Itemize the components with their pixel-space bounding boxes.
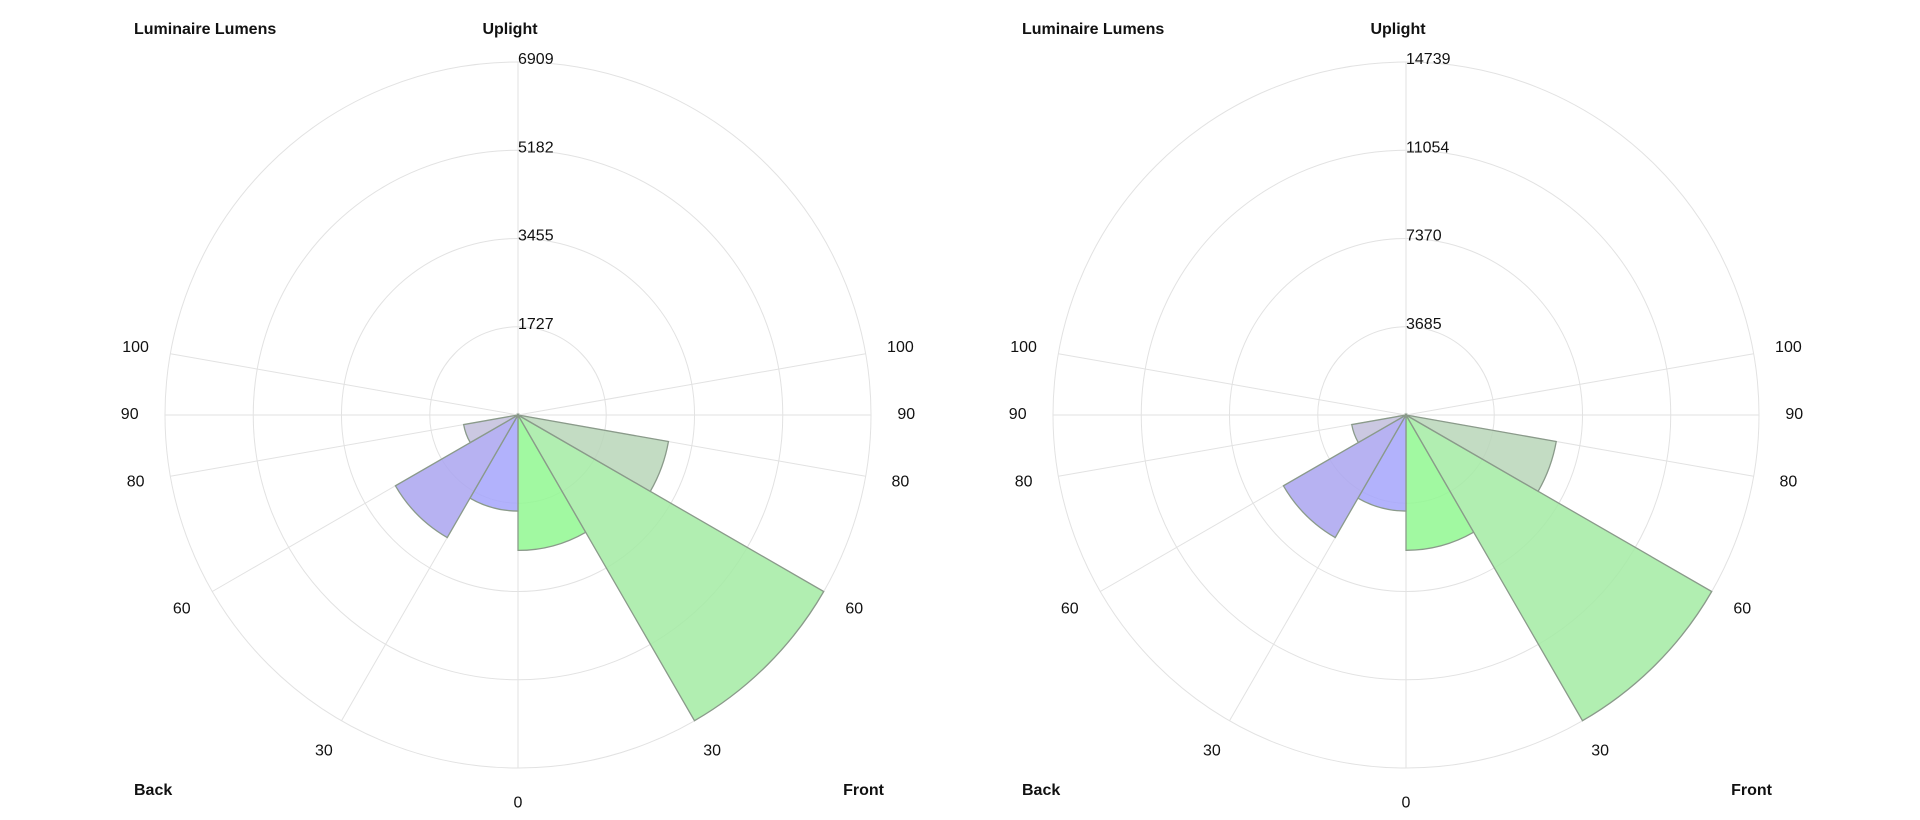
angle-label: 90 bbox=[1785, 406, 1803, 423]
grid-spoke bbox=[1058, 353, 1407, 416]
chart-title: Luminaire Lumens bbox=[134, 21, 276, 38]
grid-spoke bbox=[517, 353, 866, 416]
r-tick-label: 6909 bbox=[518, 51, 554, 68]
angle-label: 0 bbox=[514, 795, 523, 812]
right-label: Front bbox=[843, 782, 885, 799]
angle-label: 100 bbox=[887, 339, 914, 356]
top-label: Uplight bbox=[1370, 21, 1426, 38]
wedge bbox=[517, 414, 670, 493]
angle-label: 80 bbox=[1780, 474, 1798, 491]
angle-label: 30 bbox=[1591, 742, 1609, 759]
grid-spoke bbox=[170, 414, 519, 477]
r-tick-label: 5182 bbox=[518, 139, 554, 156]
angle-label: 100 bbox=[1010, 339, 1037, 356]
angle-label: 80 bbox=[892, 474, 910, 491]
grid-spoke bbox=[1058, 414, 1407, 477]
wedge bbox=[1282, 413, 1408, 539]
r-tick-label: 3455 bbox=[518, 228, 554, 245]
chart-title: Luminaire Lumens bbox=[1022, 21, 1164, 38]
angle-label: 100 bbox=[1775, 339, 1802, 356]
wedge bbox=[1404, 413, 1713, 722]
angle-label: 60 bbox=[845, 600, 863, 617]
top-label: Uplight bbox=[482, 21, 538, 38]
angle-label: 30 bbox=[315, 742, 333, 759]
angle-label: 90 bbox=[1009, 406, 1027, 423]
grid-spoke bbox=[1405, 353, 1754, 416]
wedge bbox=[394, 413, 520, 539]
angle-label: 90 bbox=[121, 406, 139, 423]
r-tick-label: 1727 bbox=[518, 316, 554, 333]
r-tick-label: 3685 bbox=[1406, 316, 1442, 333]
wedge bbox=[1405, 414, 1557, 493]
angle-label: 60 bbox=[173, 600, 191, 617]
r-tick-label: 7370 bbox=[1406, 228, 1442, 245]
angle-label: 60 bbox=[1061, 600, 1079, 617]
polar-chart: 0 30 30 60 60 80 80 90 90 100 100 3685 7370 11054 1473… bbox=[1009, 21, 1803, 811]
angle-label: 0 bbox=[1402, 795, 1411, 812]
grid-spoke bbox=[170, 353, 519, 416]
angle-label: 80 bbox=[1015, 474, 1033, 491]
left-label: Back bbox=[134, 782, 172, 799]
angle-label: 60 bbox=[1733, 600, 1751, 617]
wedge bbox=[462, 414, 519, 444]
right-label: Front bbox=[1731, 782, 1773, 799]
angle-label: 30 bbox=[703, 742, 721, 759]
angle-label: 90 bbox=[897, 406, 915, 423]
wedge bbox=[516, 413, 825, 722]
r-tick-label: 11054 bbox=[1406, 139, 1449, 156]
angle-label: 80 bbox=[127, 474, 145, 491]
polar-chart: 0 30 30 60 60 80 80 90 90 100 100 1727 3455 5182 6909 L… bbox=[121, 21, 915, 811]
r-tick-label: 14739 bbox=[1406, 51, 1451, 68]
wedge bbox=[1350, 414, 1407, 444]
left-label: Back bbox=[1022, 782, 1060, 799]
angle-label: 30 bbox=[1203, 742, 1221, 759]
angle-label: 100 bbox=[122, 339, 149, 356]
